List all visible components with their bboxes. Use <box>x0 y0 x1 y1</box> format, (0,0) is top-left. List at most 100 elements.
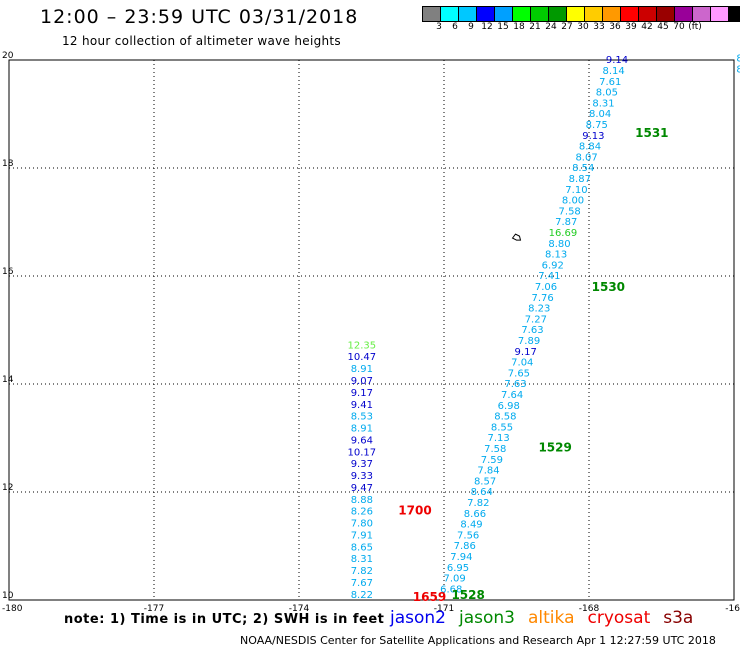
color-scale-label: 36 <box>609 22 621 32</box>
swh-value-label: 8.57 <box>474 476 496 487</box>
swh-value-label: 7.82 <box>467 498 489 509</box>
pass-time-label: 1659 <box>413 590 446 604</box>
page-subtitle: 12 hour collection of altimeter wave hei… <box>62 34 341 48</box>
color-scale-label: 21 <box>529 22 541 32</box>
swh-value-label: 7.89 <box>518 336 540 347</box>
pass-time-label: 1700 <box>398 504 431 518</box>
swh-value-label: 7.94 <box>450 552 472 563</box>
color-scale-label: 6 <box>452 22 458 32</box>
y-tick-label: 18 <box>2 159 14 169</box>
swh-value-label: 8.31 <box>592 98 614 109</box>
swh-value-label: 8.14 <box>603 66 625 77</box>
x-tick-label: -171 <box>434 604 454 614</box>
color-scale-label: (ft) <box>688 22 702 32</box>
swh-value-label: 7.65 <box>508 368 530 379</box>
color-scale-label: 27 <box>561 22 573 32</box>
swh-value-label: 6.92 <box>542 260 564 271</box>
color-scale-label: 18 <box>513 22 525 32</box>
swh-value-label: 7.61 <box>599 77 621 88</box>
swh-value-label: 7.10 <box>565 185 587 196</box>
swh-value-label: 8. <box>736 64 740 75</box>
swh-value-label: 8.22 <box>351 590 373 601</box>
swh-value-label: 6.98 <box>498 401 520 412</box>
swh-value-label: 7.63 <box>521 325 543 336</box>
swh-value-label: 8.55 <box>491 422 513 433</box>
color-scale-label: 12 <box>481 22 493 32</box>
swh-value-label: 8.58 <box>494 412 516 423</box>
x-tick-label: -168 <box>579 604 600 614</box>
swh-value-label: 9.64 <box>351 435 373 446</box>
swh-value-label: 8.66 <box>464 509 486 520</box>
swh-value-label: 6.68 <box>440 584 462 595</box>
swh-value-label: 6.95 <box>447 563 469 574</box>
swh-value-label: 8.91 <box>351 424 373 435</box>
swh-value-label: 8.00 <box>562 196 584 207</box>
swh-value-label: 8.65 <box>351 542 373 553</box>
swh-value-label: 9.37 <box>351 459 373 470</box>
swh-value-label: 7.59 <box>481 455 503 466</box>
swh-value-label: 8.91 <box>351 364 373 375</box>
swh-value-label: 7.09 <box>444 574 466 585</box>
x-tick-label: -174 <box>289 604 310 614</box>
swh-value-label: 7.67 <box>351 578 373 589</box>
swh-value-label: 10.47 <box>348 352 377 363</box>
color-scale-label: 45 <box>657 22 669 32</box>
y-tick-label: 12 <box>2 483 13 493</box>
swh-value-label: 8.31 <box>351 554 373 565</box>
swh-value-label: 8.87 <box>569 174 591 185</box>
swh-value-label: 8.13 <box>545 250 567 261</box>
satellite-legend-s3a: s3a <box>663 608 694 628</box>
swh-value-label: 8.04 <box>589 109 611 120</box>
swh-value-label: 9.41 <box>351 400 373 411</box>
y-tick-label: 14 <box>2 375 14 385</box>
swh-value-label: 8.53 <box>351 412 373 423</box>
swh-value-label: 7.04 <box>511 358 533 369</box>
swh-value-label: 8.23 <box>528 304 550 315</box>
swh-value-label: 12.35 <box>348 340 377 351</box>
swh-value-label: 7.27 <box>525 314 547 325</box>
swh-value-label: 7.87 <box>555 217 577 228</box>
swh-value-label: 7.63 <box>504 379 526 390</box>
swh-value-label: 8. <box>736 54 740 65</box>
swh-value-label: 7.13 <box>487 433 509 444</box>
y-tick-label: 10 <box>2 591 14 601</box>
color-scale-bar <box>422 6 740 22</box>
swh-value-label: 8.26 <box>351 507 373 518</box>
swh-value-label: 8.07 <box>575 152 597 163</box>
swh-value-label: 7.06 <box>535 282 557 293</box>
island-outline-icon <box>511 233 522 241</box>
swh-value-label: 8.88 <box>351 495 373 506</box>
pass-time-label: 1530 <box>592 280 625 294</box>
color-scale-label: 3 <box>436 22 442 32</box>
plot-frame <box>8 59 735 601</box>
color-scale-label: 33 <box>593 22 605 32</box>
swh-value-label: 7.76 <box>531 293 553 304</box>
swh-value-label: 9.17 <box>351 388 373 399</box>
swh-value-label: 7.58 <box>559 206 581 217</box>
swh-value-label: 7.58 <box>484 444 506 455</box>
swh-value-label: 8.54 <box>572 163 594 174</box>
swh-value-label: 7.80 <box>351 519 373 530</box>
pass-time-label: 1531 <box>635 126 668 140</box>
color-scale-label: 30 <box>577 22 589 32</box>
swh-value-label: 7.56 <box>457 530 479 541</box>
x-tick-label: -177 <box>144 604 164 614</box>
swh-value-label: 9.07 <box>351 376 373 387</box>
swh-value-label: 8.49 <box>460 520 482 531</box>
footer-note: note: 1) Time is in UTC; 2) SWH is in fe… <box>64 612 385 627</box>
swh-value-label: 7.86 <box>454 541 476 552</box>
credit-line: NOAA/NESDIS Center for Satellite Applica… <box>240 634 716 647</box>
swh-value-label: 8.84 <box>579 142 601 153</box>
swh-value-label: 7.84 <box>477 466 499 477</box>
swh-value-label: 8.75 <box>586 120 608 131</box>
color-scale-label: 9 <box>468 22 474 32</box>
pass-time-label: 1528 <box>451 588 484 602</box>
swh-value-label: 9.47 <box>351 483 373 494</box>
satellite-legend-altika: altika <box>528 608 575 628</box>
swh-value-label: 9.14 <box>606 55 628 66</box>
satellite-legend: jason2 jason3 altika cryosat s3a <box>390 608 693 628</box>
color-scale-swatch <box>728 6 740 22</box>
swh-value-label: 8.80 <box>548 239 570 250</box>
satellite-legend-jason3: jason3 <box>459 608 515 628</box>
